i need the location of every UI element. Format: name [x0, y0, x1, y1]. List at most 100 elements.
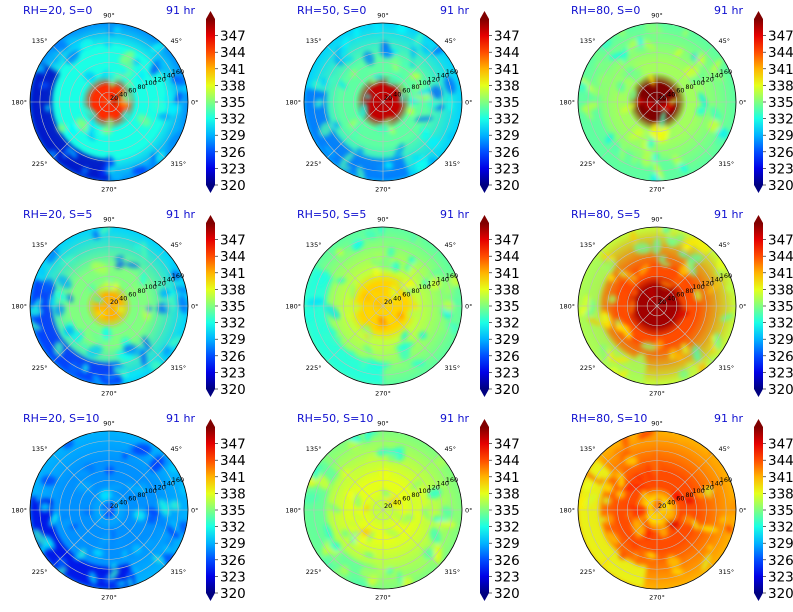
colorbar-tick-label: 320 [768, 178, 793, 194]
angle-tick-label: 90° [651, 11, 663, 19]
angle-tick-label: 90° [377, 11, 389, 19]
angle-tick-label: 225° [32, 568, 48, 576]
grid-spoke [382, 249, 440, 307]
radial-tick-label: 80 [137, 491, 145, 499]
grid-spoke [600, 509, 658, 567]
radial-tick-label: 60 [128, 495, 136, 503]
angle-tick-label: 0° [739, 98, 746, 106]
radial-tick-label: 80 [411, 491, 419, 499]
grid-spoke [656, 509, 714, 567]
colorbar-gradient [480, 223, 489, 389]
radial-tick-label: 40 [393, 294, 401, 302]
polar-frame [303, 430, 463, 590]
colorbar-tick-label: 341 [768, 470, 793, 486]
colorbar-tick-label: 338 [768, 282, 793, 298]
angle-tick-label: 90° [103, 11, 115, 19]
colorbar-tick-label: 332 [494, 112, 520, 128]
panel-rh80-s10: RH=80, S=10 91 hr 90° 45° 0° 315° 270° 225° 180°… [548, 408, 793, 612]
angle-tick-label: 135° [32, 241, 48, 249]
colorbar-tick-label: 347 [220, 29, 246, 45]
grid-spoke [656, 305, 714, 363]
field-sector [304, 459, 374, 588]
radial-tick-label: 80 [411, 287, 419, 295]
colorbar-tick-label: 323 [768, 365, 793, 381]
colorbar-tick-label: 329 [768, 128, 793, 144]
angle-tick-label: 45° [445, 37, 457, 45]
colorbar-tick-label: 332 [768, 112, 793, 128]
angle-tick-label: 315° [445, 364, 461, 372]
angle-tick-label: 315° [445, 160, 461, 168]
angle-tick-label: 0° [465, 302, 472, 310]
colorbar-tick-label: 344 [494, 249, 520, 265]
angle-tick-label: 270° [101, 593, 117, 601]
panel-rh50-s10: RH=50, S=10 91 hr 90° 45° 0° 315° 270° 225° 180°… [274, 408, 519, 612]
grid-spoke [108, 305, 166, 363]
angle-tick-label: 270° [101, 389, 117, 397]
angle-tick-label: 315° [719, 160, 735, 168]
angle-tick-label: 45° [445, 445, 457, 453]
radial-tick-label: 20 [658, 298, 666, 306]
radial-tick-label: 100 [692, 79, 704, 87]
radial-tick-label: 20 [384, 502, 392, 510]
colorbar-extend-bottom [754, 389, 763, 397]
panel-rh50-s0: RH=50, S=0 91 hr 90° 45° 0° 315° 270° 225° 180° 1… [274, 0, 519, 204]
angle-tick-label: 315° [719, 364, 735, 372]
colorbar-tick-label: 341 [494, 62, 520, 78]
angle-tick-label: 0° [739, 506, 746, 514]
grid-spoke [108, 101, 166, 159]
colorbar-tick-label: 341 [494, 266, 520, 282]
colorbar-tick-label: 344 [768, 45, 793, 61]
polar-frame [577, 430, 737, 590]
colorbar-tick-label: 323 [220, 365, 246, 381]
panel-title: RH=20, S=5 [23, 208, 93, 221]
angle-tick-label: 315° [445, 568, 461, 576]
colorbar-tick-label: 332 [768, 520, 793, 536]
angle-tick-label: 45° [171, 445, 183, 453]
angle-tick-label: 45° [171, 241, 183, 249]
grid-spoke [52, 305, 110, 363]
colorbar-tick-label: 320 [494, 178, 520, 194]
angle-tick-label: 225° [580, 364, 596, 372]
colorbar-tick-label: 320 [768, 382, 793, 398]
grid-spoke [382, 101, 440, 159]
angle-tick-label: 90° [651, 419, 663, 427]
colorbar-extend-bottom [480, 389, 489, 397]
colorbar-extend-bottom [754, 593, 763, 601]
radial-tick-label: 20 [110, 298, 118, 306]
colorbar-tick-label: 326 [220, 145, 246, 161]
colorbar-tick-label: 347 [494, 437, 520, 453]
angle-tick-label: 0° [465, 98, 472, 106]
grid-spoke [108, 509, 166, 567]
colorbar-tick-label: 326 [220, 349, 246, 365]
colorbar-tick-label: 323 [494, 569, 520, 585]
polar-frame [303, 226, 463, 386]
grid-spoke [656, 45, 714, 103]
colorbar-tick-label: 329 [220, 332, 246, 348]
field-sector [30, 278, 123, 385]
colorbar-tick-label: 347 [494, 233, 520, 249]
colorbar-extend-top [754, 419, 763, 427]
panel-time: 91 hr [714, 412, 743, 425]
radial-tick-label: 140 [163, 480, 175, 488]
colorbar-tick-label: 332 [220, 112, 246, 128]
grid-spoke [108, 453, 166, 511]
colorbar-tick-label: 335 [768, 95, 793, 111]
grid-spoke [600, 305, 658, 363]
angle-tick-label: 135° [580, 445, 596, 453]
radial-tick-label: 140 [437, 480, 449, 488]
angle-tick-label: 225° [580, 160, 596, 168]
colorbar-extend-top [480, 419, 489, 427]
angle-tick-label: 180° [11, 302, 27, 310]
angle-tick-label: 225° [306, 364, 322, 372]
colorbar-tick-label: 326 [768, 145, 793, 161]
panel-time: 91 hr [714, 208, 743, 221]
colorbar-extend-top [754, 215, 763, 223]
radial-tick-label: 160 [446, 272, 458, 280]
angle-tick-label: 180° [559, 98, 575, 106]
colorbar-gradient [754, 427, 763, 593]
field-texture [578, 431, 736, 575]
radial-tick-label: 160 [172, 68, 184, 76]
field-sector [578, 459, 648, 588]
